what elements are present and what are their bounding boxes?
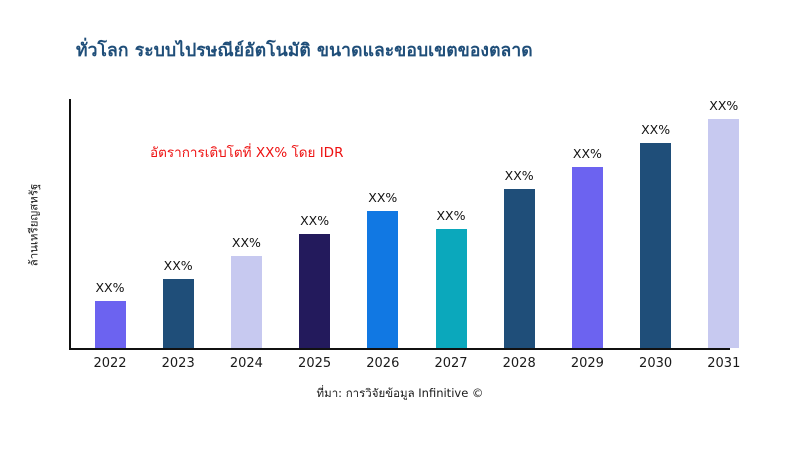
bar-group[interactable]: XX% bbox=[640, 122, 672, 349]
bar-group[interactable]: XX% bbox=[435, 208, 467, 349]
x-tick-2025: 2025 bbox=[298, 356, 332, 371]
bar-group[interactable]: XX% bbox=[230, 235, 262, 349]
bar-2030[interactable] bbox=[640, 143, 672, 349]
x-tick-2026: 2026 bbox=[366, 356, 400, 371]
bar-group[interactable]: XX% bbox=[503, 168, 535, 349]
bar-value-label: XX% bbox=[436, 208, 466, 224]
x-tick-2023: 2023 bbox=[161, 356, 195, 371]
bar-2023[interactable] bbox=[162, 279, 194, 349]
bar-2022[interactable] bbox=[94, 301, 126, 349]
bar-group[interactable]: XX% bbox=[299, 213, 331, 349]
bar-2028[interactable] bbox=[503, 189, 535, 349]
bar-group[interactable]: XX% bbox=[367, 190, 399, 349]
x-tick-2030: 2030 bbox=[639, 356, 673, 371]
bar-value-label: XX% bbox=[709, 98, 739, 114]
bar-value-label: XX% bbox=[572, 146, 602, 162]
bar-2027[interactable] bbox=[435, 229, 467, 349]
bar-value-label: XX% bbox=[95, 280, 125, 296]
x-tick-2024: 2024 bbox=[229, 356, 263, 371]
bar-2029[interactable] bbox=[571, 167, 603, 349]
bar-group[interactable]: XX% bbox=[708, 98, 740, 349]
x-tick-2029: 2029 bbox=[570, 356, 604, 371]
bar-2025[interactable] bbox=[299, 234, 331, 349]
bar-value-label: XX% bbox=[641, 122, 671, 138]
source-note: ที่มา: การวิจัยข้อมูล Infinitive © bbox=[316, 386, 484, 400]
y-axis-label: ล้านเหรียญสหรัฐ bbox=[26, 183, 40, 266]
x-axis-tick-labels: 2022 2023 2024 2025 2026 2027 2028 2029 2030 2031 bbox=[69, 352, 769, 376]
plot-area: XX% XX% XX% XX% XX% XX% XX% XX% XX% XX% bbox=[69, 98, 740, 350]
bar-value-label: XX% bbox=[504, 168, 534, 184]
x-tick-2027: 2027 bbox=[434, 356, 468, 371]
x-tick-2028: 2028 bbox=[502, 356, 536, 371]
bar-value-label: XX% bbox=[231, 235, 261, 251]
bar-group[interactable]: XX% bbox=[162, 258, 194, 349]
bar-group[interactable]: XX% bbox=[94, 280, 126, 349]
x-tick-2031: 2031 bbox=[707, 356, 741, 371]
x-tick-2022: 2022 bbox=[93, 356, 127, 371]
bar-value-label: XX% bbox=[368, 190, 398, 206]
y-axis-line bbox=[69, 99, 71, 350]
growth-rate-annotation: อัตราการเติบโตที่ XX% โดย IDR bbox=[150, 145, 344, 161]
bar-2026[interactable] bbox=[367, 211, 399, 349]
bar-2031[interactable] bbox=[708, 119, 740, 349]
bar-value-label: XX% bbox=[163, 258, 193, 274]
y-axis-label-wrapper: ล้านเหรียญสหรัฐ bbox=[22, 99, 46, 350]
bar-2024[interactable] bbox=[230, 256, 262, 349]
bar-group[interactable]: XX% bbox=[571, 146, 603, 349]
bar-value-label: XX% bbox=[300, 213, 330, 229]
x-axis-line bbox=[69, 348, 730, 350]
page-title: ทั่วโลก ระบบไปรษณีย์อัตโนมัติ ขนาดและขอบ… bbox=[76, 41, 533, 61]
